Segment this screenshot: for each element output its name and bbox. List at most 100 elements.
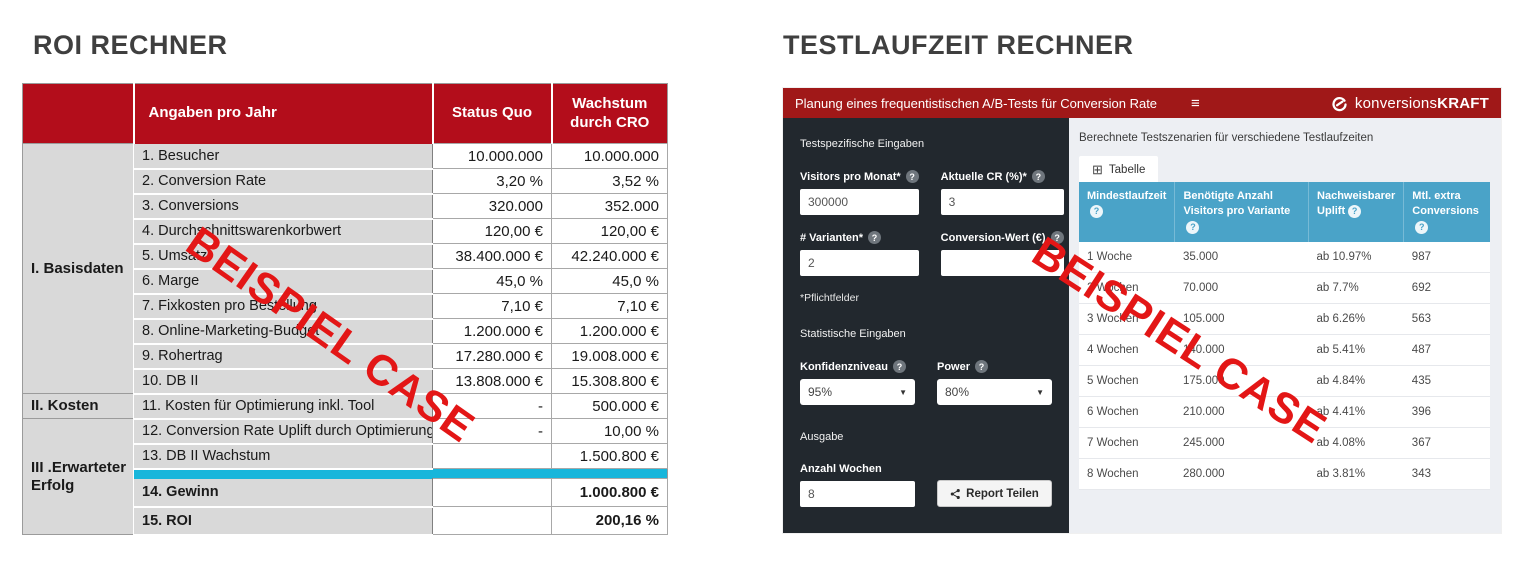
share-icon — [950, 488, 960, 499]
conversions-cell: 987 — [1403, 242, 1490, 274]
uplift-cell: ab 4.84% — [1308, 365, 1404, 398]
duration-cell: 5 Wochen — [1079, 365, 1175, 398]
conversions-cell: 563 — [1403, 303, 1490, 336]
field-weeks: Anzahl Wochen — [800, 463, 915, 507]
column-header-text: Mtl. extra Conversions — [1412, 190, 1479, 218]
section-statistische-eingaben: Statistische Eingaben — [800, 328, 906, 340]
field-current-cr: Aktuelle CR (%)*? — [940, 170, 1064, 215]
status-quo-value: 120,00 € — [432, 218, 552, 244]
uplift-cell: ab 4.08% — [1308, 427, 1404, 460]
duration-cell: 3 Wochen — [1079, 303, 1175, 336]
row-label: 4. Durchschnittswarenkorbwert — [133, 218, 433, 245]
help-icon[interactable]: ? — [1090, 205, 1103, 219]
field-visitors: Visitors pro Monat*? — [800, 170, 919, 215]
table-row: 3 Wochen 105.000 ab 6.26% 563 — [1079, 303, 1490, 336]
growth-value: 120,00 € — [551, 218, 668, 244]
section-label: III .Erwarteter Erfolg — [22, 418, 134, 535]
visitors-cell: 210.000 — [1174, 396, 1309, 429]
visitors-cell: 175.000 — [1174, 365, 1309, 398]
uplift-cell: ab 10.97% — [1308, 242, 1404, 274]
column-header-text: Mindestlaufzeit — [1087, 190, 1167, 202]
confidence-select[interactable]: 95% ▼ — [800, 379, 915, 405]
status-quo-value: 10.000.000 — [432, 143, 552, 169]
field-power: Power? 80% ▼ — [937, 360, 1052, 405]
help-icon[interactable]: ? — [893, 360, 907, 373]
weeks-label-text: Anzahl Wochen — [800, 463, 882, 475]
weeks-input[interactable] — [800, 481, 915, 507]
tab-tabelle-label: Tabelle — [1108, 163, 1146, 176]
help-icon[interactable]: ? — [905, 170, 919, 183]
growth-value: 3,52 % — [551, 168, 668, 194]
conversion-value-input[interactable] — [940, 250, 1064, 276]
help-icon[interactable]: ? — [975, 360, 989, 373]
tab-tabelle[interactable]: ⊞ Tabelle — [1079, 156, 1159, 182]
power-selected-value: 80% — [945, 385, 970, 399]
table-row: 7. Fixkosten pro Bestellung 7,10 €7,10 € — [23, 293, 668, 320]
visitors-cell: 245.000 — [1174, 427, 1309, 460]
widget-title: Planung eines frequentistischen A/B-Test… — [795, 95, 1158, 111]
table-icon: ⊞ — [1092, 162, 1103, 177]
power-label: Power? — [937, 360, 1052, 373]
row-label: 6. Marge — [133, 268, 433, 295]
current-cr-input[interactable] — [940, 189, 1064, 215]
test-inputs-grid: Visitors pro Monat*? Aktuelle CR (%)*? #… — [800, 170, 1064, 276]
uplift-cell: ab 5.41% — [1308, 334, 1404, 367]
stat-inputs-grid: Konfidenzniveau? 95% ▼ Power? 80% ▼ — [800, 360, 1052, 405]
status-quo-value: - — [432, 418, 552, 444]
row-label: 14. Gewinn — [133, 478, 433, 508]
help-icon[interactable]: ? — [1415, 220, 1429, 234]
conversions-cell: 435 — [1403, 365, 1490, 398]
divider-bar — [133, 468, 668, 479]
duration-cell: 4 Wochen — [1079, 334, 1175, 367]
duration-cell: 7 Wochen — [1079, 427, 1175, 460]
help-icon[interactable]: ? — [1031, 170, 1045, 183]
column-header: Mindestlaufzeit? — [1079, 182, 1175, 243]
share-report-button[interactable]: Report Teilen — [937, 480, 1052, 507]
help-icon[interactable]: ? — [1186, 220, 1200, 234]
status-quo-value: 3,20 % — [432, 168, 552, 194]
menu-icon[interactable]: ≡ — [1191, 94, 1200, 112]
field-confidence: Konfidenzniveau? 95% ▼ — [800, 360, 915, 405]
row-label: 12. Conversion Rate Uplift durch Optimie… — [133, 418, 433, 445]
column-header-wachstum: Wachstum durch CRO — [550, 83, 668, 144]
output-grid: Anzahl Wochen Report Teilen — [800, 463, 1052, 507]
section-label: I. Basisdaten — [22, 143, 134, 394]
growth-value: 1.500.800 € — [551, 443, 668, 469]
column-header: Benötigte Anzahl Visitors pro Variante? — [1174, 182, 1309, 243]
table-row: 5 Wochen 175.000 ab 4.84% 435 — [1079, 365, 1490, 398]
power-select[interactable]: 80% ▼ — [937, 379, 1052, 405]
help-icon[interactable]: ? — [1050, 231, 1064, 244]
help-icon[interactable]: ? — [867, 231, 881, 244]
section-ausgabe: Ausgabe — [800, 431, 844, 443]
table-row: I. Basisdaten 1. Besucher 10.000.000 10.000… — [22, 143, 668, 394]
table-row: 14. Gewinn 1.000.800 € — [23, 478, 668, 508]
roi-corner-cell — [22, 83, 134, 144]
column-header: Nachweisbarer Uplift? — [1308, 182, 1404, 243]
table-row: 3. Conversions 320.000 352.000 — [23, 193, 668, 220]
variants-input[interactable] — [800, 250, 919, 276]
column-header-angaben: Angaben pro Jahr — [132, 83, 433, 144]
status-quo-value: 320.000 — [432, 193, 552, 219]
table-row: 5. Umsatz 38.400.000 €42.240.000 € — [23, 243, 668, 270]
column-header-text: Benötigte Anzahl Visitors pro Variante — [1183, 190, 1291, 218]
section-testspezifische-eingaben: Testspezifische Eingaben — [800, 138, 925, 150]
help-icon[interactable]: ? — [1348, 205, 1362, 219]
row-label: 9. Rohertrag — [133, 343, 433, 370]
uplift-cell: ab 6.26% — [1308, 303, 1404, 336]
confidence-selected-value: 95% — [808, 385, 833, 399]
duration-cell: 6 Wochen — [1079, 396, 1175, 429]
results-panel: Berechnete Testszenarien für verschieden… — [1069, 118, 1501, 533]
weeks-label: Anzahl Wochen — [800, 463, 915, 475]
visitors-input[interactable] — [800, 189, 919, 215]
roi-title: ROI RECHNER — [33, 30, 228, 60]
status-quo-value — [432, 443, 552, 469]
table-row: 2 Wochen 70.000 ab 7.7% 692 — [1079, 272, 1490, 305]
table-row: 10. DB II 13.808.000 €15.308.800 € — [23, 368, 668, 395]
current-cr-label: Aktuelle CR (%)*? — [941, 170, 1064, 183]
row-label: 15. ROI — [133, 506, 433, 536]
growth-value: 15.308.800 € — [551, 368, 668, 394]
visitors-cell: 35.000 — [1174, 242, 1309, 274]
variants-label: # Varianten*? — [800, 231, 919, 244]
growth-value: 7,10 € — [551, 293, 668, 319]
